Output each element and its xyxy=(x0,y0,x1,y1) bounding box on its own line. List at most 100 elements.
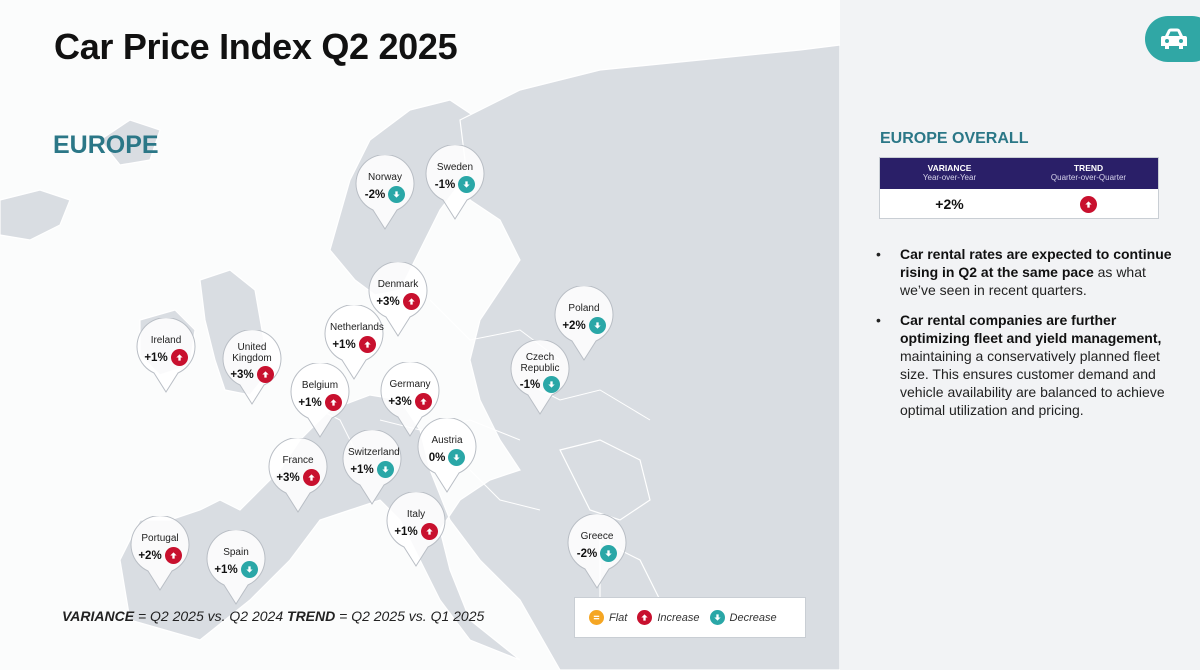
country-variance: +1% xyxy=(332,338,356,351)
country-pin-poland: Poland +2% xyxy=(554,286,614,362)
country-pin-portugal: Portugal +2% xyxy=(130,516,190,592)
country-pin-sweden: Sweden -1% xyxy=(425,145,485,221)
arrow-down-icon xyxy=(388,186,406,203)
country-stat: +1% xyxy=(324,336,384,353)
country-stat: 0% xyxy=(417,449,477,466)
country-name: Belgium xyxy=(301,380,339,391)
bullet-text: as what we’ve seen in recent quarters. xyxy=(900,264,1146,298)
arrow-down-icon xyxy=(376,461,394,478)
country-variance: -2% xyxy=(364,188,386,201)
map-pin-icon xyxy=(206,530,266,605)
map-pin-icon xyxy=(290,363,350,438)
map-pin-icon xyxy=(368,262,428,337)
overall-title: EUROPE OVERALL xyxy=(880,130,1029,147)
country-pin-ireland: Ireland +1% xyxy=(136,318,196,394)
country-name: Netherlands xyxy=(330,322,384,333)
country-name: Switzerland xyxy=(348,447,400,458)
country-pin-norway: Norway -2% xyxy=(355,155,415,231)
overall-table-row: +2% xyxy=(880,189,1158,219)
country-stat: -1% xyxy=(425,176,485,193)
country-pin-united-kingdom: United Kingdom +3% xyxy=(222,330,282,406)
arrow-down-icon xyxy=(458,176,476,193)
country-variance: +3% xyxy=(230,368,254,381)
country-stat: +3% xyxy=(368,293,428,310)
country-stat: +3% xyxy=(268,469,328,486)
legend-decrease-label: Decrease xyxy=(729,611,777,624)
bullet-item: Car rental rates are expected to continu… xyxy=(874,245,1174,299)
country-pin-austria: Austria 0% xyxy=(417,418,477,494)
legend-flat-label: Flat xyxy=(609,611,628,624)
map-pin-icon xyxy=(380,362,440,437)
country-name: Greece xyxy=(580,531,614,542)
country-name: Italy xyxy=(406,509,426,520)
map-pin-icon xyxy=(136,318,196,393)
country-stat: -1% xyxy=(510,376,570,393)
country-pin-greece: Greece -2% xyxy=(567,514,627,590)
arrow-up-icon xyxy=(256,366,274,383)
country-pin-denmark: Denmark +3% xyxy=(368,262,428,338)
overall-trend-cell xyxy=(1019,195,1158,213)
country-name: Austria xyxy=(431,435,463,446)
country-pin-italy: Italy +1% xyxy=(386,492,446,568)
variance-footnote: VARIANCE = Q2 2025 vs. Q2 2024 TREND = Q… xyxy=(62,608,484,624)
map-pin-icon xyxy=(130,516,190,591)
country-variance: -2% xyxy=(576,547,598,560)
country-stat: +2% xyxy=(130,547,190,564)
variance-definition: = Q2 2025 vs. Q2 2024 xyxy=(134,608,288,624)
overall-table-header: VARIANCE Year-over-Year TREND Quarter-ov… xyxy=(880,158,1158,189)
map-pin-icon xyxy=(510,340,570,415)
map-pin-icon xyxy=(324,305,384,380)
bullet-text: maintaining a conservatively planned fle… xyxy=(900,348,1165,418)
arrow-down-icon xyxy=(600,545,618,562)
arrow-up-icon xyxy=(420,523,438,540)
map-pin-icon xyxy=(417,418,477,493)
legend-increase: Increase xyxy=(637,610,700,625)
map-pin-icon xyxy=(425,145,485,220)
country-stat: +1% xyxy=(206,561,266,578)
country-variance: +3% xyxy=(388,395,412,408)
country-stat: +1% xyxy=(136,349,196,366)
legend-increase-label: Increase xyxy=(657,611,700,624)
country-stat: +3% xyxy=(222,366,282,383)
trend-header: TREND xyxy=(1073,163,1104,173)
arrow-up-icon xyxy=(414,393,432,410)
country-variance: -1% xyxy=(434,178,456,191)
country-variance: +1% xyxy=(214,563,238,576)
country-variance: 0% xyxy=(428,451,446,464)
bullet-bold-text: Car rental rates are expected to continu… xyxy=(900,246,1172,280)
overall-variance-value: +2% xyxy=(935,196,964,212)
map-pin-icon xyxy=(355,155,415,230)
variance-header: VARIANCE xyxy=(927,163,972,173)
arrow-down-icon xyxy=(709,610,725,625)
country-pin-switzerland: Switzerland +1% xyxy=(342,430,402,506)
equals-icon xyxy=(589,610,604,625)
country-stat: -2% xyxy=(567,545,627,562)
bullet-item: Car rental companies are further optimiz… xyxy=(874,311,1174,419)
country-stat: -2% xyxy=(355,186,415,203)
country-name: Poland xyxy=(568,303,600,314)
country-name: Norway xyxy=(368,172,402,183)
variance-column-header: VARIANCE Year-over-Year xyxy=(880,158,1019,189)
map-pin-icon xyxy=(222,330,282,405)
europe-map: Car Price Index Q2 2025 EUROPE Norway -2%… xyxy=(0,26,840,670)
country-pin-germany: Germany +3% xyxy=(380,362,440,438)
arrow-down-icon xyxy=(588,317,606,334)
arrow-down-icon xyxy=(543,376,561,393)
variance-label: VARIANCE xyxy=(62,608,135,624)
country-variance: +1% xyxy=(298,396,322,409)
country-pin-france: France +3% xyxy=(268,438,328,514)
arrow-up-icon xyxy=(402,293,420,310)
page-title: Car Price Index Q2 2025 xyxy=(54,26,458,67)
country-variance: -1% xyxy=(519,378,541,391)
country-stat: +1% xyxy=(342,461,402,478)
overall-variance-cell: +2% xyxy=(880,196,1019,212)
arrow-up-icon xyxy=(302,469,320,486)
country-pin-spain: Spain +1% xyxy=(206,530,266,606)
map-pin-icon xyxy=(342,430,402,505)
map-pin-icon xyxy=(554,286,614,361)
arrow-up-icon xyxy=(358,336,376,353)
country-stat: +1% xyxy=(290,394,350,411)
country-name: Portugal xyxy=(141,533,179,544)
country-name: France xyxy=(282,455,314,466)
country-name: Germany xyxy=(389,379,431,390)
